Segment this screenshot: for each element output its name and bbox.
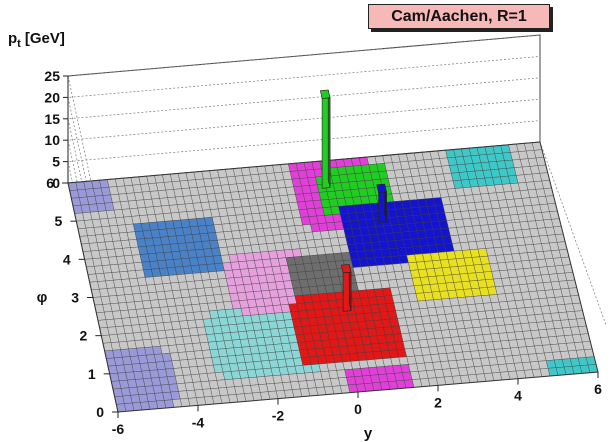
x-axis-label: y (364, 425, 373, 442)
phi-tick-label: 6 (46, 175, 54, 191)
z-tick-label: 15 (44, 111, 60, 127)
phi-axis-label: φ (37, 289, 48, 306)
tower-side (327, 89, 331, 188)
green-spike (319, 89, 331, 189)
phi-tick-label: 4 (63, 251, 71, 267)
z-tick-label: 20 (44, 89, 60, 105)
phi-tick-label: 2 (80, 328, 88, 344)
x-tick-label: -6 (112, 421, 125, 437)
x-tick-label: -2 (272, 408, 285, 424)
z-tick-label: 0 (52, 175, 60, 191)
floor-grid (67, 141, 599, 413)
red-spike (340, 264, 352, 312)
wall-edge (539, 141, 607, 326)
z-axis-label-unit: [GeV] (24, 30, 65, 47)
phi-tick-label: 3 (71, 290, 79, 306)
z-tick-label: 5 (52, 154, 60, 170)
tower-top (319, 89, 331, 99)
phi-tick-label: 0 (96, 404, 104, 420)
z-tick-label: 25 (44, 68, 60, 84)
tower-top (376, 183, 387, 193)
x-tick-label: 6 (594, 381, 602, 397)
x-tick-label: 2 (434, 394, 442, 410)
phi-tick-label: 1 (88, 366, 96, 382)
tower-group (319, 89, 387, 312)
phi-tick-label: 5 (55, 213, 63, 229)
x-tick-label: 0 (354, 401, 362, 417)
z-axis-label-sub: t (17, 38, 21, 50)
chart-title: Cam/Aachen, R=1 (368, 4, 550, 29)
blue-spike (376, 183, 387, 223)
z-axis-label-main: p (8, 30, 18, 47)
z-axis-label: pt [GeV] (8, 30, 65, 50)
x-tick-label: -4 (192, 414, 205, 430)
z-tick-label: 10 (44, 132, 60, 148)
x-tick-label: 4 (514, 388, 522, 404)
tower-top (340, 264, 352, 274)
